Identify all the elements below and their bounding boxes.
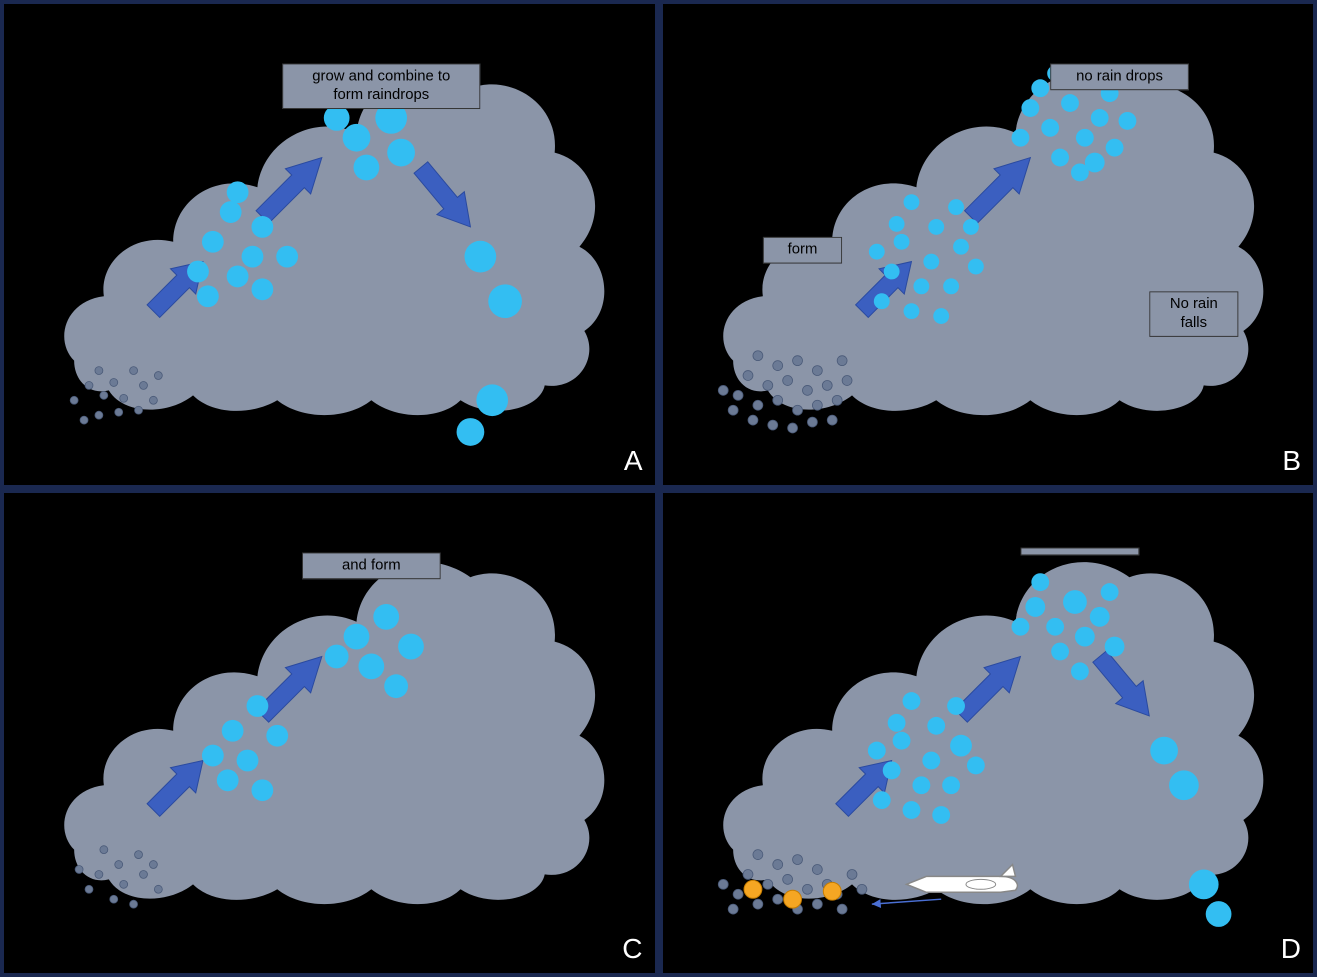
panel-a: grow and combine toform raindrops A bbox=[2, 2, 657, 487]
caption-box: grow and combine toform raindrops bbox=[282, 63, 480, 108]
panel-b-label: B bbox=[1282, 445, 1301, 477]
panel-c-svg: and form bbox=[4, 493, 655, 974]
caption-box: No rainfalls bbox=[1149, 291, 1238, 336]
panel-b-svg: no rain drops form No rainfalls bbox=[663, 4, 1314, 485]
diagram-grid: grow and combine toform raindrops A no r… bbox=[0, 0, 1317, 977]
caption-box bbox=[1020, 547, 1139, 555]
panel-c-label: C bbox=[622, 933, 642, 965]
panel-a-svg: grow and combine toform raindrops bbox=[4, 4, 655, 485]
caption-box: form bbox=[762, 237, 841, 264]
panel-d: D bbox=[661, 491, 1316, 976]
panel-b: no rain drops form No rainfalls B bbox=[661, 2, 1316, 487]
caption-box: and form bbox=[302, 552, 441, 579]
caption-box: no rain drops bbox=[1050, 63, 1189, 90]
panel-d-label: D bbox=[1281, 933, 1301, 965]
panel-d-svg bbox=[663, 493, 1314, 974]
panel-c: and form C bbox=[2, 491, 657, 976]
panel-a-label: A bbox=[624, 445, 643, 477]
